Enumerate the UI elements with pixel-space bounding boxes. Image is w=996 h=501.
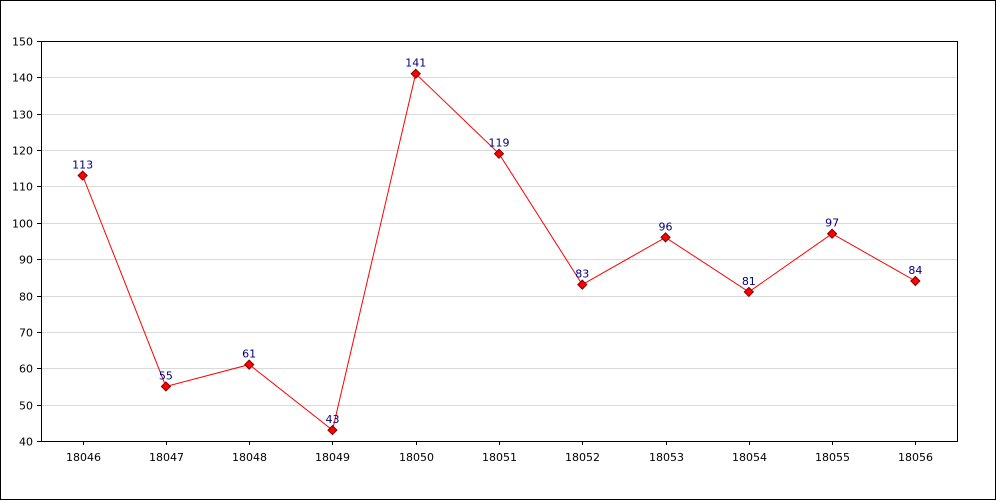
y-tick-label: 50 xyxy=(19,400,33,413)
data-label: 141 xyxy=(405,57,426,70)
data-label: 83 xyxy=(575,268,589,281)
x-tick-label: 18052 xyxy=(565,451,600,464)
x-tick-label: 18051 xyxy=(482,451,517,464)
x-tick-label: 18055 xyxy=(815,451,850,464)
data-label: 55 xyxy=(159,369,173,382)
y-tick-label: 80 xyxy=(19,291,33,304)
y-tick-label: 100 xyxy=(12,218,33,231)
data-point-marker xyxy=(327,424,338,436)
data-label: 81 xyxy=(742,275,756,288)
y-tick-label: 120 xyxy=(12,145,33,158)
y-tick-label: 70 xyxy=(19,327,33,340)
x-tick-label: 18054 xyxy=(732,451,767,464)
data-label: 119 xyxy=(489,137,510,150)
x-tick-label: 18053 xyxy=(649,451,684,464)
data-label: 113 xyxy=(72,159,93,172)
data-point-marker xyxy=(493,148,505,159)
data-labels: 113 55 61 43 141 119 83 96 81 97 84 xyxy=(72,57,922,426)
y-tick-label: 140 xyxy=(12,72,33,85)
x-tick-label: 18050 xyxy=(399,451,434,464)
x-tick-label: 18048 xyxy=(232,451,267,464)
data-label: 84 xyxy=(908,264,922,277)
data-point-marker xyxy=(743,286,755,298)
data-point-marker xyxy=(243,359,255,370)
y-tick-label: 150 xyxy=(12,36,33,49)
data-point-marker xyxy=(826,228,838,239)
grid-lines xyxy=(42,77,957,406)
data-label: 97 xyxy=(825,217,839,230)
data-point-marker xyxy=(77,170,88,181)
data-label: 61 xyxy=(242,348,256,361)
data-label: 96 xyxy=(659,220,673,233)
data-point-marker xyxy=(410,68,421,79)
data-point-marker xyxy=(910,275,921,287)
y-tick-label: 110 xyxy=(12,181,33,194)
data-label: 43 xyxy=(325,413,339,426)
x-tick-label: 18056 xyxy=(898,451,933,464)
y-tick-label: 90 xyxy=(19,254,33,267)
data-markers xyxy=(77,68,921,436)
x-tick-label: 18046 xyxy=(66,451,101,464)
data-point-marker xyxy=(577,279,588,290)
series-line xyxy=(82,72,916,431)
y-tick-label: 40 xyxy=(19,436,33,449)
y-axis: 40 50 60 70 80 90 100 110 120 130 140 150 xyxy=(12,36,41,449)
y-tick-label: 60 xyxy=(19,363,33,376)
x-tick-label: 18047 xyxy=(149,451,184,464)
x-tick-label: 18049 xyxy=(315,451,350,464)
data-point-marker xyxy=(660,232,671,243)
y-tick-label: 130 xyxy=(12,109,33,122)
data-point-marker xyxy=(160,381,172,392)
x-axis: 18046 18047 18048 18049 18050 18051 18052 18053… xyxy=(66,441,933,464)
